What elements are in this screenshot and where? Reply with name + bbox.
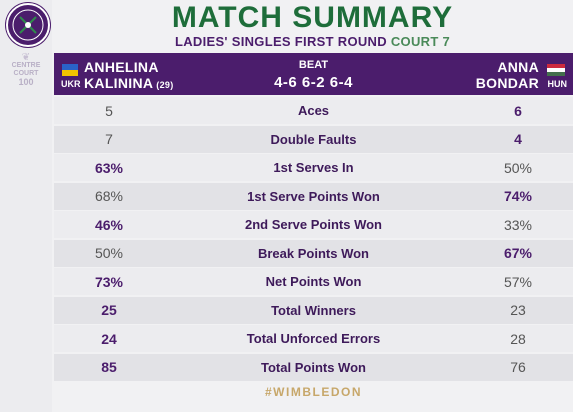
player2-stat-value: 50%: [503, 159, 533, 176]
stat-label: 2nd Serve Points Won: [244, 217, 382, 232]
stat-row: 24 Total Unforced Errors 28: [54, 325, 573, 352]
stat-label: Double Faults: [270, 131, 357, 147]
player2-last-name: BONDAR: [475, 75, 539, 91]
player1-stat-value: 46%: [94, 216, 124, 233]
crest-icon: ❦: [21, 52, 31, 63]
stat-label: Aces: [297, 103, 330, 118]
stats-table: 5 Aces 6 7 Double Faults 4 63% 1st Serves In 50%…: [54, 97, 573, 382]
player1-stat-value: 50%: [94, 245, 124, 261]
player2-stat-value: 57%: [503, 273, 533, 290]
player2-first-name: ANNA: [497, 59, 539, 75]
player2-stat-value: 74%: [503, 188, 533, 204]
player1-stat-value: 24: [101, 330, 117, 347]
match-subtitle: LADIES' SINGLES FIRST ROUND COURT 7: [174, 34, 451, 49]
player2-country: HUN: [547, 79, 568, 89]
player2-stat-value: 67%: [503, 245, 533, 261]
player1-stat-value: 73%: [94, 273, 124, 290]
stat-label: Net Points Won: [265, 274, 362, 289]
player2-stat-value: 76: [510, 359, 526, 375]
stat-row: 25 Total Winners 23: [54, 296, 573, 324]
stat-row: 73% Net Points Won 57%: [54, 268, 573, 295]
court-label: COURT 7: [390, 34, 451, 49]
stat-label: Total Points Won: [261, 359, 366, 375]
stat-row: 50% Break Points Won 67%: [54, 239, 573, 267]
result-label: BEAT: [298, 59, 329, 71]
crossed-rackets-icon: [12, 9, 44, 41]
centre-court-100-badge: ❦ CENTRE COURT 100: [2, 52, 50, 87]
player2-stat-value: 4: [514, 131, 522, 147]
player1-stat-value: 5: [105, 102, 113, 119]
stat-row: 7 Double Faults 4: [54, 125, 573, 153]
player1-stat-value: 63%: [94, 159, 124, 176]
stat-label: Total Winners: [271, 302, 356, 318]
hashtag-footer: #WIMBLEDON: [265, 385, 362, 399]
player1-stat-value: 7: [105, 131, 113, 147]
player2-stat-value: 6: [514, 102, 522, 119]
stat-label: 1st Serves In: [273, 160, 354, 175]
player1-stat-value: 85: [101, 359, 117, 375]
stat-label: 1st Serve Points Won: [247, 188, 380, 204]
player1-country: UKR: [61, 79, 81, 89]
player2-stat-value: 23: [510, 302, 526, 318]
player1-seed: (29): [156, 80, 174, 90]
match-score: 4-6 6-2 6-4: [274, 74, 353, 91]
stat-row: 68% 1st Serve Points Won 74%: [54, 182, 573, 210]
player1-first-name: ANHELINA: [84, 59, 159, 75]
player1-stat-value: 68%: [94, 188, 124, 204]
stat-label: Total Unforced Errors: [246, 331, 381, 346]
ukraine-flag-icon: [62, 64, 78, 76]
stat-row: 46% 2nd Serve Points Won 33%: [54, 211, 573, 238]
page-title: MATCH SUMMARY: [171, 1, 454, 34]
side-branding-strip: [0, 0, 52, 412]
player1-last-name: KALININA (29): [84, 75, 174, 91]
wimbledon-logo: [6, 3, 50, 47]
player2-stat-value: 33%: [503, 216, 533, 233]
stat-row: 5 Aces 6: [54, 97, 573, 124]
players-header-bar: UKR ANHELINA KALININA (29) BEAT 4-6 6-2 6…: [54, 53, 573, 95]
player1-stat-value: 25: [101, 302, 117, 318]
hungary-flag-icon: [547, 64, 565, 76]
player2-stat-value: 28: [510, 330, 526, 347]
stat-row: 63% 1st Serves In 50%: [54, 154, 573, 181]
stat-row: 85 Total Points Won 76: [54, 353, 573, 381]
stat-label: Break Points Won: [257, 245, 369, 261]
